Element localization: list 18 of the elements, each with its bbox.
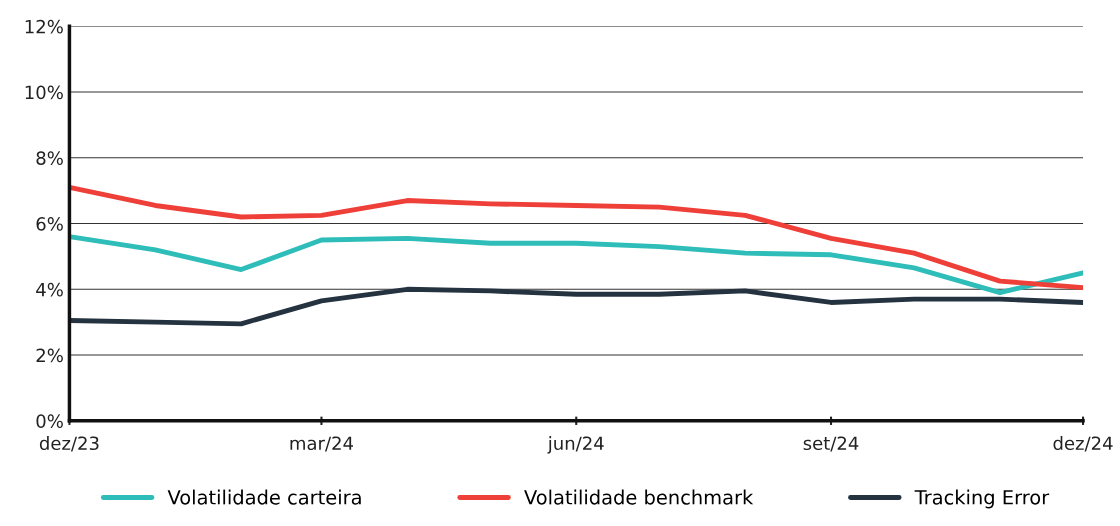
- y-tick-label: 2%: [36, 348, 63, 363]
- y-tick-label: 10%: [25, 85, 63, 100]
- legend-label: Tracking Error: [914, 489, 1050, 509]
- y-tick-label: 0%: [36, 414, 63, 428]
- y-tick-label: 12%: [25, 19, 63, 34]
- line-series: [69, 234, 1084, 296]
- legend-label: Volatilidade benchmark: [524, 489, 754, 505]
- x-tick-label: dez/24: [1053, 436, 1113, 452]
- y-tick-label: 8%: [36, 151, 63, 165]
- x-tick-label: dez/23: [39, 436, 99, 452]
- line-series: [69, 184, 1084, 291]
- x-tick-label: set/24: [803, 436, 859, 452]
- line-series: [69, 286, 1084, 327]
- x-tick-label: mar/24: [290, 436, 354, 452]
- y-tick-label: 6%: [36, 217, 63, 231]
- legend-label: Volatilidade carteira: [167, 489, 361, 505]
- y-tick-label: 4%: [36, 282, 63, 297]
- x-tick-label: jun/24: [547, 436, 604, 454]
